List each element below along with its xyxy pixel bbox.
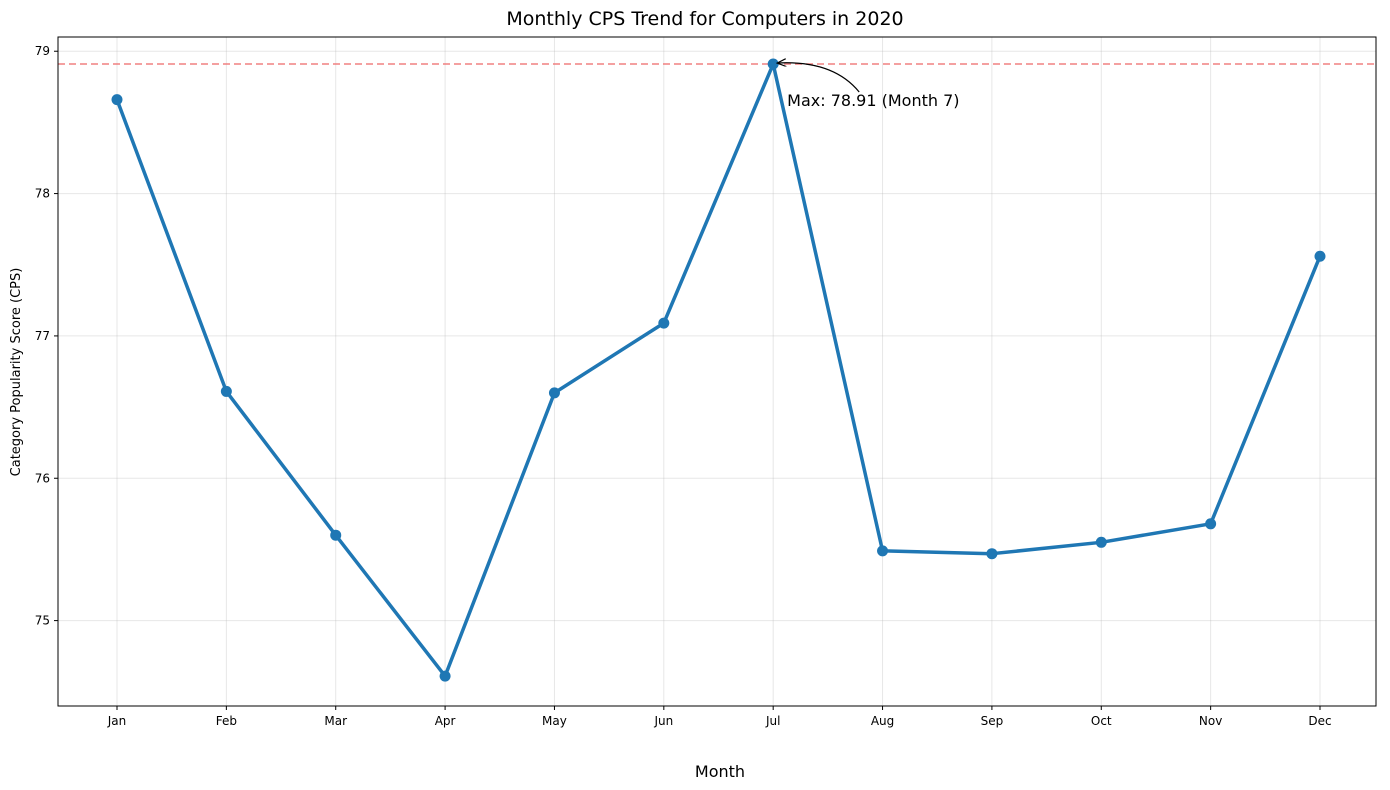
y-tick-label: 78 — [35, 187, 50, 201]
series-line — [115, 62, 1322, 678]
data-point-jul — [767, 58, 779, 70]
data-point-nov — [1205, 518, 1217, 530]
series-lines — [115, 62, 1322, 678]
y-tick-label: 77 — [35, 329, 50, 343]
y-tick-label: 75 — [35, 614, 50, 628]
x-tick-label: Apr — [435, 714, 456, 728]
max-annotation: Max: 78.91 (Month 7) — [777, 63, 960, 110]
data-point-sep — [986, 548, 998, 560]
y-axis-label: Category Popularity Score (CPS) — [9, 268, 24, 477]
x-tick-label: Mar — [324, 714, 347, 728]
x-tick-label: Dec — [1308, 714, 1331, 728]
x-tick-label: Jun — [653, 714, 673, 728]
data-point-apr — [439, 670, 451, 682]
x-axis-label: Month — [695, 762, 745, 781]
data-point-oct — [1095, 536, 1107, 548]
grid — [58, 37, 1376, 706]
x-tick-label: Nov — [1199, 714, 1222, 728]
x-tick-label: Jan — [107, 714, 127, 728]
annotation-label: Max: 78.91 (Month 7) — [787, 91, 959, 110]
data-point-may — [548, 387, 560, 399]
chart-title: Monthly CPS Trend for Computers in 2020 — [506, 8, 903, 30]
x-tick-label: Feb — [216, 714, 237, 728]
data-point-jan — [111, 94, 123, 106]
y-tick-label: 76 — [35, 471, 50, 485]
x-tick-label: May — [542, 714, 567, 728]
y-axis-ticks: 75 76 77 78 79 — [35, 44, 58, 628]
data-point-jun — [658, 317, 670, 329]
y-tick-label: 79 — [35, 44, 50, 58]
annotation-arrow — [777, 63, 860, 93]
data-point-dec — [1314, 250, 1326, 262]
plot-frame — [57, 36, 1377, 707]
data-points — [111, 58, 1326, 682]
x-tick-label: Oct — [1091, 714, 1112, 728]
data-point-aug — [877, 545, 889, 557]
x-tick-label: Aug — [871, 714, 894, 728]
x-tick-label: Jul — [765, 714, 780, 728]
data-point-mar — [330, 529, 342, 541]
data-point-feb — [220, 385, 232, 397]
x-axis-ticks: Jan Feb Mar Apr May Jun Jul Aug Sep Oct Nov Dec — [107, 706, 1332, 728]
x-tick-label: Sep — [981, 714, 1004, 728]
